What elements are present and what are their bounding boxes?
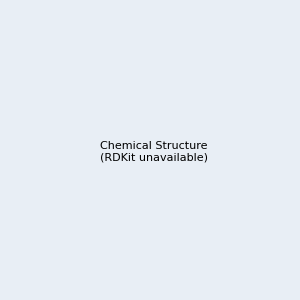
Text: Chemical Structure
(RDKit unavailable): Chemical Structure (RDKit unavailable) xyxy=(100,141,208,162)
